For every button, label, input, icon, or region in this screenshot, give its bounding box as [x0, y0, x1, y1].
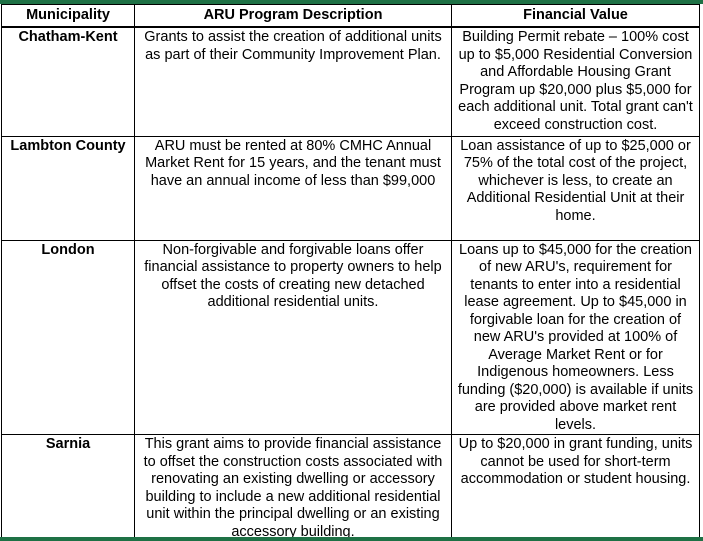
- description-cell: This grant aims to provide financial ass…: [134, 434, 452, 541]
- header-row: Municipality ARU Program Description Fin…: [1, 4, 700, 28]
- financial-value-cell: Loan assistance of up to $25,000 or 75% …: [451, 135, 700, 241]
- municipality-cell: Sarnia: [1, 434, 135, 541]
- description-cell: Non-forgivable and forgivable loans offe…: [134, 239, 452, 435]
- top-accent-rule: [0, 0, 703, 4]
- col-header-municipality: Municipality: [1, 4, 135, 28]
- table-row-chatham-kent: Chatham-Kent Grants to assist the creati…: [1, 26, 700, 137]
- municipality-cell: Lambton County: [1, 135, 135, 241]
- description-cell: Grants to assist the creation of additio…: [134, 26, 452, 137]
- bottom-accent-rule: [0, 537, 703, 541]
- col-header-financial-value: Financial Value: [451, 4, 700, 28]
- municipality-cell: London: [1, 239, 135, 435]
- aru-programs-table: Municipality ARU Program Description Fin…: [1, 4, 700, 541]
- table-row-sarnia: Sarnia This grant aims to provide financ…: [1, 434, 700, 541]
- financial-value-cell: Up to $20,000 in grant funding, units ca…: [451, 434, 700, 541]
- financial-value-cell: Building Permit rebate – 100% cost up to…: [451, 26, 700, 137]
- description-cell: ARU must be rented at 80% CMHC Annual Ma…: [134, 135, 452, 241]
- col-header-aru-program-description: ARU Program Description: [134, 4, 452, 28]
- table-row-lambton-county: Lambton County ARU must be rented at 80%…: [1, 135, 700, 241]
- table-row-london: London Non-forgivable and forgivable loa…: [1, 239, 700, 435]
- financial-value-cell: Loans up to $45,000 for the creation of …: [451, 239, 700, 435]
- municipality-cell: Chatham-Kent: [1, 26, 135, 137]
